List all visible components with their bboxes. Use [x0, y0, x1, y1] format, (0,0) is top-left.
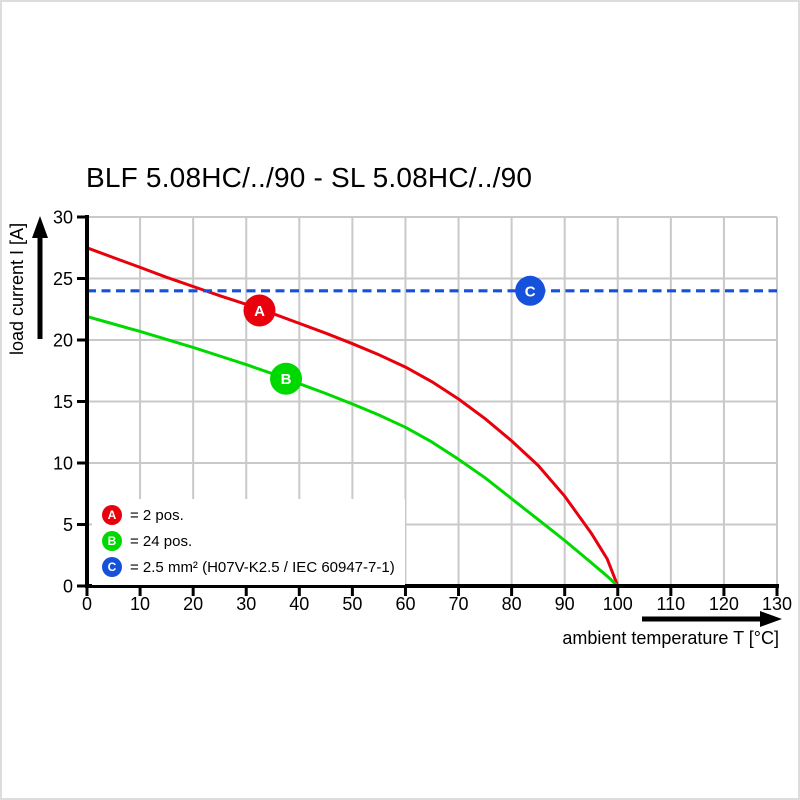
marker-c-letter: C: [525, 283, 536, 300]
x-tick-label: 70: [449, 594, 469, 614]
legend-item-c: C = 2.5 mm² (H07V-K2.5 / IEC 60947-7-1): [102, 557, 395, 577]
legend-item-b: B = 24 pos.: [102, 531, 395, 551]
curve-b: [85, 315, 620, 588]
x-tick-label: 0: [82, 594, 92, 614]
x-tick-label: 100: [603, 594, 633, 614]
legend: A = 2 pos. B = 24 pos. C = 2.5 mm² (H07V…: [92, 499, 405, 585]
x-tick-label: 130: [762, 594, 792, 614]
y-axis-arrowhead-icon: [32, 216, 48, 238]
x-tick-label: 30: [236, 594, 256, 614]
x-tick-label: 80: [502, 594, 522, 614]
marker-b-badge: [270, 362, 303, 395]
legend-marker-c-icon: C: [102, 557, 122, 577]
marker-b-letter: B: [281, 371, 292, 388]
y-tick-label: 25: [53, 269, 73, 289]
marker-a-letter: A: [254, 303, 265, 320]
chart-title: BLF 5.08HC/../90 - SL 5.08HC/../90: [86, 162, 533, 193]
curve-a: [85, 246, 620, 588]
legend-label-b: = 24 pos.: [130, 532, 193, 550]
x-axis-arrowhead-icon: [760, 611, 782, 627]
x-tick-label: 90: [555, 594, 575, 614]
y-tick-label: 5: [63, 515, 73, 535]
legend-label-a: = 2 pos.: [130, 506, 184, 524]
y-tick-label: 15: [53, 392, 73, 412]
marker-c-badge: [515, 275, 546, 306]
y-axis-title: load current I [A]: [7, 222, 27, 356]
x-tick-label: 40: [289, 594, 309, 614]
y-tick-label: 10: [53, 454, 73, 474]
legend-item-a: A = 2 pos.: [102, 505, 395, 525]
x-tick-label: 60: [395, 594, 415, 614]
x-tick-label: 110: [656, 594, 685, 614]
y-tick-label: 0: [63, 577, 73, 597]
x-tick-label: 20: [183, 594, 203, 614]
marker-a-badge: [243, 294, 276, 327]
x-tick-label: 50: [342, 594, 362, 614]
legend-marker-a-icon: A: [102, 505, 122, 525]
x-tick-label: 10: [130, 594, 150, 614]
x-tick-label: 120: [709, 594, 739, 614]
x-axis-title: ambient temperature T [°C]: [562, 628, 779, 648]
legend-marker-b-icon: B: [102, 531, 122, 551]
y-tick-label: 20: [53, 331, 73, 351]
legend-label-c: = 2.5 mm² (H07V-K2.5 / IEC 60947-7-1): [130, 558, 395, 576]
y-tick-label: 30: [53, 208, 73, 228]
